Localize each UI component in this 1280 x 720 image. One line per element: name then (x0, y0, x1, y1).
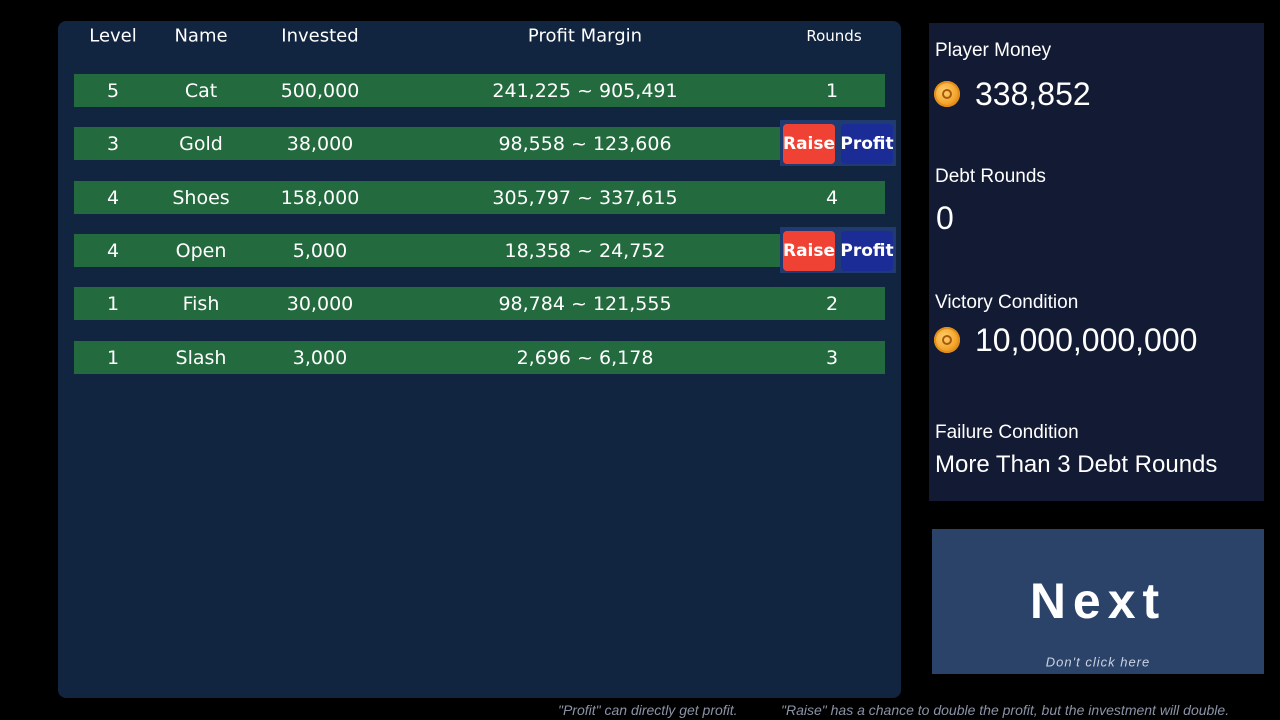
table-row: 1 Fish 30,000 98,784 ~ 121,555 2 (74, 287, 885, 320)
cell-name: Cat (184, 79, 218, 102)
table-row: 1 Slash 3,000 2,696 ~ 6,178 3 (74, 341, 885, 374)
cell-profit-margin: 18,358 ~ 24,752 (504, 239, 666, 262)
profit-button[interactable]: Profit (840, 124, 894, 164)
table-row: 4 Shoes 158,000 305,797 ~ 337,615 4 (74, 181, 885, 214)
debt-rounds-value: 0 (936, 200, 954, 236)
header-level: Level (89, 25, 137, 47)
cell-level: 1 (106, 292, 120, 315)
status-panel: Player Money 338,852 Debt Rounds 0 Victo… (929, 23, 1264, 501)
debt-rounds-label: Debt Rounds (935, 166, 1046, 187)
cell-rounds: 4 (825, 186, 839, 209)
row-action-buttons: Raise Profit (780, 120, 896, 166)
next-button-sublabel: Don't click here (1045, 654, 1151, 670)
cell-profit-margin: 2,696 ~ 6,178 (516, 346, 654, 369)
cell-invested: 500,000 (280, 79, 360, 102)
cell-name: Fish (182, 292, 220, 315)
failure-condition-value: More Than 3 Debt Rounds (935, 451, 1218, 478)
cell-profit-margin: 98,784 ~ 121,555 (498, 292, 672, 315)
victory-condition-value: 10,000,000,000 (975, 322, 1198, 358)
cell-profit-margin: 98,558 ~ 123,606 (498, 132, 672, 155)
cell-name: Shoes (172, 186, 230, 209)
victory-condition-label: Victory Condition (935, 292, 1079, 313)
cell-name: Gold (179, 132, 223, 155)
header-profit-margin: Profit Margin (527, 25, 643, 47)
cell-profit-margin: 241,225 ~ 905,491 (492, 79, 678, 102)
cell-level: 4 (106, 239, 120, 262)
table-row: 5 Cat 500,000 241,225 ~ 905,491 1 (74, 74, 885, 107)
cell-level: 3 (106, 132, 120, 155)
coin-icon (934, 81, 960, 107)
header-rounds: Rounds (806, 27, 862, 45)
cell-level: 5 (106, 79, 120, 102)
cell-level: 1 (106, 346, 120, 369)
cell-invested: 3,000 (292, 346, 348, 369)
header-invested: Invested (281, 25, 359, 47)
profit-button[interactable]: Profit (840, 231, 894, 271)
cell-invested: 5,000 (292, 239, 348, 262)
cell-rounds: 2 (825, 292, 839, 315)
cell-rounds: 3 (825, 346, 839, 369)
cell-rounds: 1 (825, 79, 839, 102)
player-money-value: 338,852 (975, 76, 1091, 112)
coin-icon (934, 327, 960, 353)
cell-level: 4 (106, 186, 120, 209)
next-button[interactable]: Next Don't click here (932, 529, 1264, 674)
cell-profit-margin: 305,797 ~ 337,615 (492, 186, 678, 209)
table-row: 3 Gold 38,000 98,558 ~ 123,606 (74, 127, 885, 160)
cell-invested: 158,000 (280, 186, 360, 209)
next-button-label: Next (1029, 573, 1167, 629)
raise-hint: "Raise" has a chance to double the profi… (781, 702, 1230, 718)
cell-name: Slash (175, 346, 227, 369)
table-row: 4 Open 5,000 18,358 ~ 24,752 (74, 234, 885, 267)
raise-button[interactable]: Raise (783, 231, 835, 271)
cell-invested: 38,000 (286, 132, 354, 155)
cell-name: Open (175, 239, 227, 262)
player-money-label: Player Money (935, 40, 1052, 61)
row-action-buttons: Raise Profit (780, 227, 896, 273)
raise-button[interactable]: Raise (783, 124, 835, 164)
cell-invested: 30,000 (286, 292, 354, 315)
header-name: Name (174, 25, 228, 47)
profit-hint: "Profit" can directly get profit. (558, 702, 738, 718)
failure-condition-label: Failure Condition (935, 422, 1079, 443)
